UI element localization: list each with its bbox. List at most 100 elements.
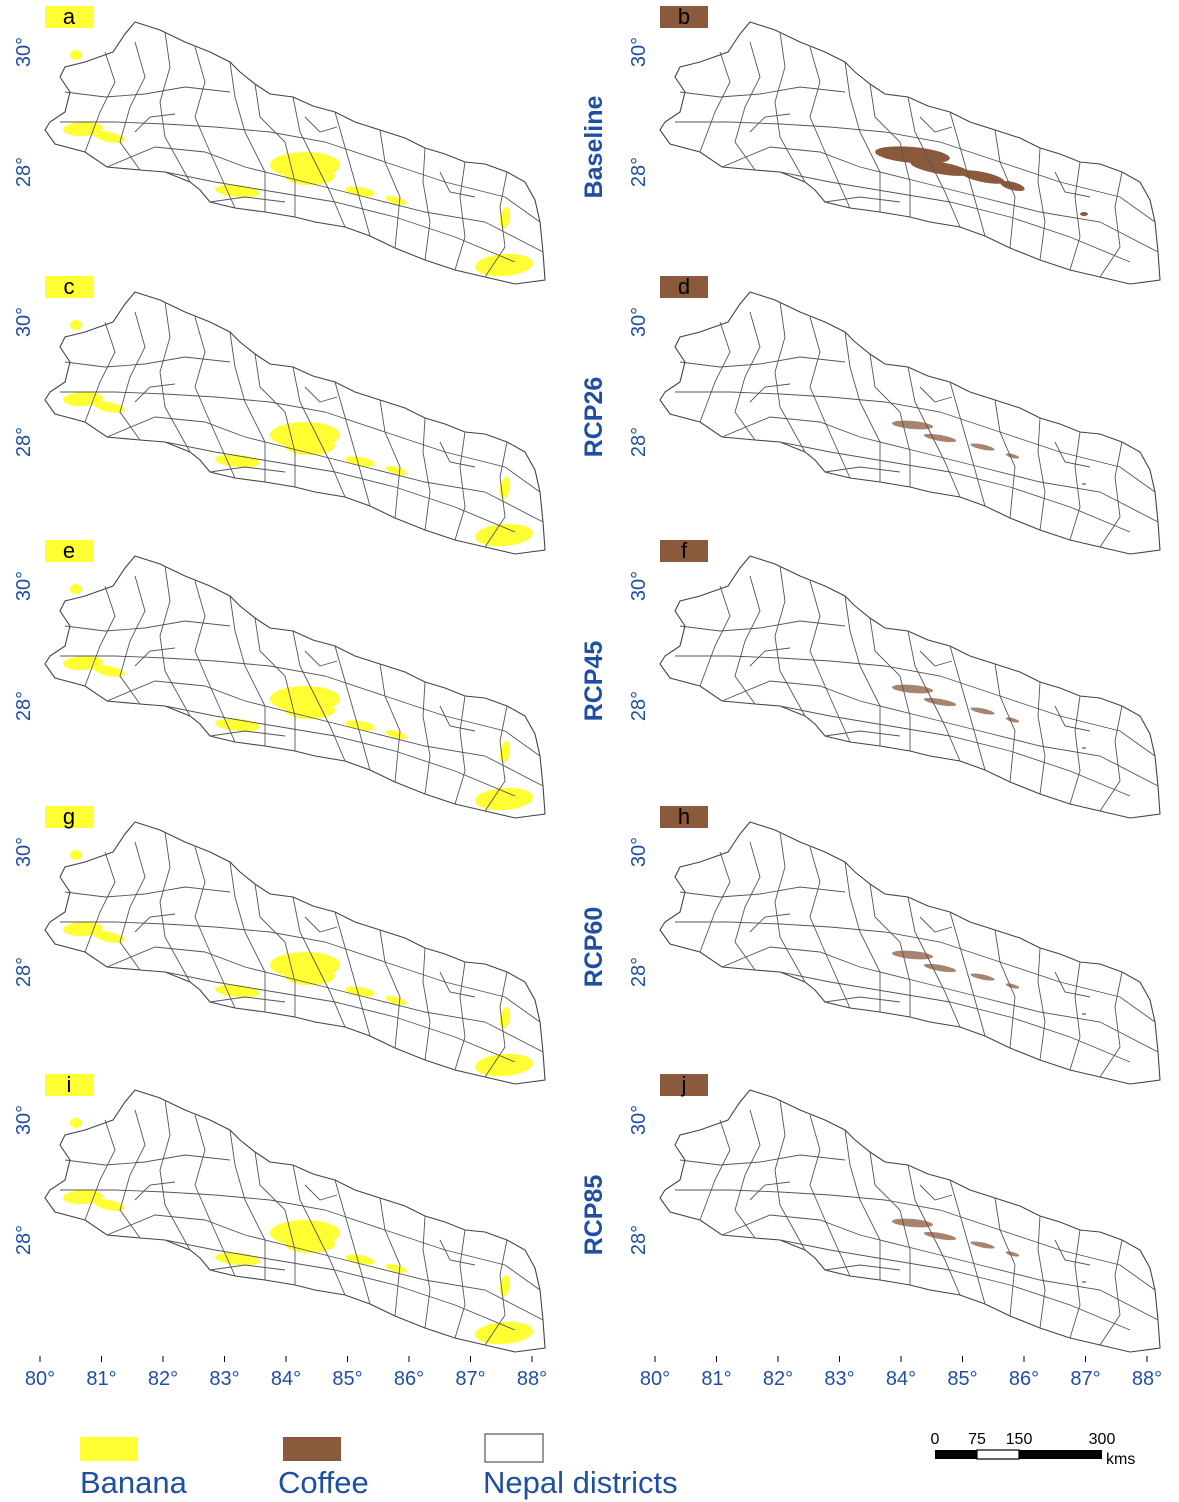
panel-letter: a (63, 4, 76, 29)
district-boundary (164, 1239, 516, 1331)
district-boundary (159, 565, 191, 717)
district-boundary (844, 331, 881, 482)
banana-suitable-area (385, 996, 407, 1005)
district-boundary (869, 617, 911, 751)
district-boundary (1069, 161, 1081, 271)
banana-suitable-area (63, 121, 103, 137)
panel-letter-badge (660, 1074, 708, 1096)
district-boundary (209, 730, 286, 737)
coffee-suitable-area (875, 146, 950, 164)
banana-suitable-area (70, 50, 82, 60)
district-boundary (106, 146, 544, 253)
longitude-label: 81° (86, 1368, 116, 1390)
district-boundary (484, 705, 508, 812)
latitude-label: 30° (628, 837, 650, 867)
district-boundary (679, 1154, 846, 1166)
longitude-label: 87° (1070, 1368, 1100, 1390)
district-boundary (919, 386, 953, 403)
district-boundary (379, 129, 401, 249)
panel-letter: j (681, 1072, 687, 1097)
banana-suitable-area (63, 391, 103, 407)
district-boundary (439, 441, 476, 468)
district-boundary (379, 1197, 401, 1317)
district-boundary (60, 655, 541, 757)
map-panel-g (44, 821, 546, 1085)
district-boundary (454, 1229, 466, 1339)
district-boundary (422, 947, 431, 1061)
latitude-label: 28° (13, 427, 35, 457)
district-boundary (1054, 441, 1091, 468)
district-boundary (679, 886, 846, 898)
district-boundary (60, 391, 541, 493)
district-boundary (809, 846, 851, 1009)
latitude-label: 30° (13, 837, 35, 867)
longitude-label: 87° (455, 1368, 485, 1390)
district-boundary (194, 46, 236, 209)
district-boundary (1099, 705, 1123, 812)
panel-letter-badge (660, 6, 708, 28)
latitude-label: 30° (628, 307, 650, 337)
district-boundary (134, 913, 176, 933)
district-boundary (1037, 947, 1046, 1061)
latitude-label: 28° (628, 691, 650, 721)
banana-suitable-area (70, 850, 82, 860)
district-boundary (254, 617, 296, 751)
longitude-label: 88° (1132, 1368, 1162, 1390)
district-boundary (106, 1214, 544, 1321)
scenario-label: RCP45 (580, 641, 608, 722)
banana-suitable-area (285, 967, 335, 985)
district-boundary (824, 996, 901, 1003)
latitude-label: 28° (13, 691, 35, 721)
district-boundary (229, 61, 266, 212)
scale-tick-300: 300 (1089, 1431, 1116, 1448)
district-boundary (292, 630, 346, 762)
district-boundary (1099, 971, 1123, 1078)
district-boundary (734, 41, 761, 171)
banana-suitable-area (385, 1264, 407, 1273)
coffee-suitable-area (891, 950, 934, 960)
district-boundary (194, 846, 236, 1009)
longitude-label: 86° (1009, 1368, 1039, 1390)
district-boundary (422, 1215, 431, 1329)
district-boundary (919, 650, 953, 667)
district-boundary (779, 441, 1131, 533)
coffee-suitable-area (1005, 717, 1020, 723)
district-boundary (994, 1197, 1016, 1317)
district-boundary (824, 730, 901, 737)
district-boundary (292, 1164, 346, 1296)
district-boundary (304, 916, 338, 933)
district-boundary (869, 353, 911, 487)
panel-letter: f (681, 538, 688, 563)
district-boundary (1099, 1239, 1123, 1346)
district-boundary (1069, 1229, 1081, 1339)
district-boundary (484, 1239, 508, 1346)
map-panel-a (44, 21, 546, 285)
district-boundary (721, 1214, 1159, 1321)
district-boundary (292, 896, 346, 1028)
panel-letter-badge (660, 540, 708, 562)
district-boundary (721, 146, 1159, 253)
district-boundary (134, 113, 176, 133)
longitude-label: 80° (25, 1368, 55, 1390)
district-boundary (679, 620, 846, 632)
latitude-label: 30° (13, 1105, 35, 1135)
district-boundary (304, 116, 338, 133)
district-boundary (734, 311, 761, 441)
district-boundary (844, 595, 881, 746)
district-boundary (254, 883, 296, 1017)
latitude-label: 30° (13, 37, 35, 67)
legend: Banana Coffee Nepal districts (80, 1433, 678, 1500)
district-boundary (919, 116, 953, 133)
district-boundary (439, 171, 476, 198)
district-boundary (422, 417, 431, 531)
banana-suitable-area (93, 131, 125, 143)
banana-suitable-area (63, 655, 103, 671)
legend-label-districts: Nepal districts (483, 1465, 678, 1500)
banana-suitable-area (93, 401, 125, 413)
district-boundary (119, 41, 146, 171)
scale-bar-segment-1 (935, 1450, 977, 1459)
district-boundary (907, 96, 961, 228)
panel-letter-badge (45, 806, 93, 828)
district-boundary (64, 620, 231, 632)
district-boundary (734, 575, 761, 705)
